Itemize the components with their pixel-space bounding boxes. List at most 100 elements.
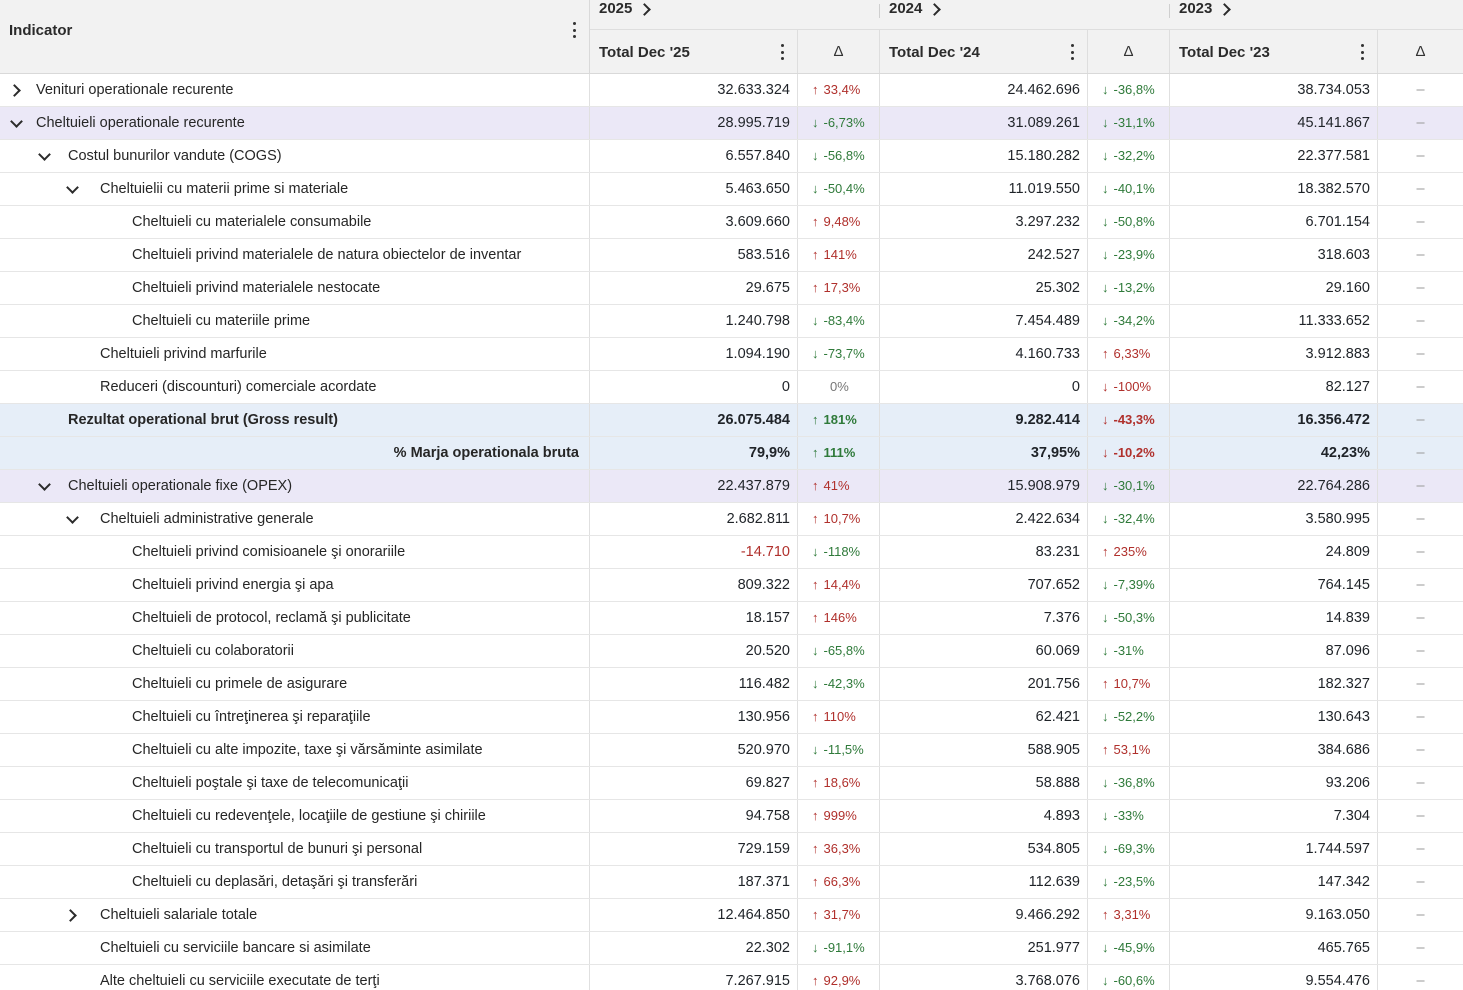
arrow-down-icon: ↓	[1102, 412, 1109, 427]
chevron-down-icon[interactable]	[36, 147, 52, 164]
table-row[interactable]: Costul bunurilor vandute (COGS) 6.557.840…	[0, 140, 1463, 173]
column-menu-icon[interactable]	[1355, 44, 1369, 60]
year-group-2023[interactable]: 2023	[1170, 0, 1463, 30]
indicator-column-menu-icon[interactable]	[567, 22, 581, 38]
indicator-label: Cheltuieli privind materialele de natura…	[132, 247, 522, 263]
table-row[interactable]: % Marja operationala bruta 79,9% ↑ 111% 37,9…	[0, 437, 1463, 470]
delta-value: ↑ 181%	[798, 404, 879, 436]
delta-text: 141%	[823, 247, 857, 262]
column-menu-icon[interactable]	[775, 44, 789, 60]
total-dec-23-header[interactable]: Total Dec '23	[1170, 30, 1378, 73]
chevron-right-icon[interactable]	[64, 907, 80, 923]
table-row[interactable]: Alte cheltuieli cu serviciile executate …	[0, 965, 1463, 990]
table-row[interactable]: Cheltuieli operationale fixe (OPEX) 22.43…	[0, 470, 1463, 503]
delta-value: ↓ -118%	[798, 536, 879, 568]
table-row[interactable]: Cheltuieli privind comisioanele şi onora…	[0, 536, 1463, 569]
total-dec-24-header[interactable]: Total Dec '24	[880, 30, 1088, 73]
delta-cell: ↓ -40,1%	[1088, 173, 1170, 205]
delta-text: 33,4%	[823, 82, 861, 97]
value-2023: 6.701.154	[1170, 206, 1378, 238]
table-row[interactable]: Cheltuieli cu materiile prime 1.240.798 ↓ -…	[0, 305, 1463, 338]
delta-cell: ↓ -32,2%	[1088, 140, 1170, 172]
arrow-up-icon: ↑	[812, 247, 819, 262]
delta-value: ↑ 146%	[798, 602, 879, 634]
value-2025: 69.827	[590, 767, 798, 799]
delta-value: ↓ -32,4%	[1088, 503, 1169, 535]
delta-cell: ↑ 10,7%	[798, 503, 880, 535]
delta-text: -91,1%	[823, 940, 865, 955]
table-row[interactable]: Cheltuieli cu colaboratorii 20.520 ↓ -65,8%…	[0, 635, 1463, 668]
year-group-2025[interactable]: 2025	[590, 0, 880, 30]
delta-24-header[interactable]: Δ	[1088, 30, 1170, 73]
value-2023: 42,23%	[1170, 437, 1378, 469]
delta-text: 110%	[823, 709, 856, 724]
delta-cell: ↓ -42,3%	[798, 668, 880, 700]
table-row[interactable]: Cheltuieli poştale şi taxe de telecomuni…	[0, 767, 1463, 800]
table-row[interactable]: Cheltuieli privind marfurile 1.094.190 ↓ -7…	[0, 338, 1463, 371]
table-row[interactable]: Cheltuieli cu deplasări, detaşări şi tra…	[0, 866, 1463, 899]
indicator-column-header[interactable]: Indicator	[0, 0, 590, 73]
chevron-right-icon[interactable]	[8, 82, 24, 98]
value-2024: 62.421	[880, 701, 1088, 733]
chevron-down-icon[interactable]	[36, 477, 52, 494]
delta-text: -23,5%	[1113, 874, 1155, 889]
total-dec-25-header[interactable]: Total Dec '25	[590, 30, 798, 73]
table-row[interactable]: Cheltuieli cu primele de asigurare 116.48…	[0, 668, 1463, 701]
chevron-down-icon[interactable]	[8, 114, 24, 131]
arrow-up-icon: ↑	[812, 214, 819, 229]
chevron-right-icon[interactable]	[928, 2, 942, 16]
table-row[interactable]: Cheltuieli salariale totale 12.464.850 ↑ 31…	[0, 899, 1463, 932]
year-group-2024[interactable]: 2024	[880, 0, 1170, 30]
table-row[interactable]: Cheltuieli cu întreţinerea şi reparaţiil…	[0, 701, 1463, 734]
table-row[interactable]: Cheltuieli cu materialele consumabile 3.6…	[0, 206, 1463, 239]
chevron-down-icon[interactable]	[64, 510, 80, 527]
column-menu-icon[interactable]	[1065, 44, 1079, 60]
indicator-cell: Cheltuieli administrative generale	[0, 503, 590, 535]
delta-cell: ↓ -30,1%	[1088, 470, 1170, 502]
delta-cell: ↓ -50,8%	[1088, 206, 1170, 238]
delta-cell: ↓ -31%	[1088, 635, 1170, 667]
value-2025: 0	[590, 371, 798, 403]
chevron-right-icon[interactable]	[1218, 2, 1232, 16]
delta-cell: ↑ 10,7%	[1088, 668, 1170, 700]
table-row[interactable]: Reduceri (discounturi) comerciale acorda…	[0, 371, 1463, 404]
delta-cell: ↓ -31,1%	[1088, 107, 1170, 139]
chevron-right-icon[interactable]	[638, 2, 652, 16]
value-2023: 11.333.652	[1170, 305, 1378, 337]
arrow-up-icon: ↑	[1102, 676, 1109, 691]
arrow-down-icon: ↓	[1102, 214, 1109, 229]
arrow-down-icon: ↓	[1102, 940, 1109, 955]
arrow-up-icon: ↑	[812, 973, 819, 988]
delta-23-header[interactable]: Δ	[1378, 30, 1463, 73]
table-row[interactable]: Rezultat operational brut (Gross result)…	[0, 404, 1463, 437]
delta-value: ↓ -31%	[1088, 635, 1169, 667]
table-row[interactable]: Venituri operationale recurente 32.633.32…	[0, 74, 1463, 107]
arrow-up-icon: ↑	[812, 610, 819, 625]
table-row[interactable]: Cheltuieli privind materialele nestocate…	[0, 272, 1463, 305]
table-row[interactable]: Cheltuieli de protocol, reclamă şi publi…	[0, 602, 1463, 635]
value-2023: 764.145	[1170, 569, 1378, 601]
table-row[interactable]: Cheltuieli privind energia şi apa 809.322…	[0, 569, 1463, 602]
table-row[interactable]: Cheltuieli cu transportul de bunuri şi p…	[0, 833, 1463, 866]
value-2024: 588.905	[880, 734, 1088, 766]
delta-text: 9,48%	[823, 214, 861, 229]
indicator-label: Cheltuieli operationale recurente	[36, 115, 245, 131]
delta-value: ↓ -42,3%	[798, 668, 879, 700]
delta-cell: ↓ -34,2%	[1088, 305, 1170, 337]
delta-2023: –	[1378, 800, 1463, 832]
delta-25-header[interactable]: Δ	[798, 30, 880, 73]
delta-cell: ↑ 14,4%	[798, 569, 880, 601]
column-label: Total Dec '23	[1179, 44, 1270, 61]
table-row[interactable]: Cheltuieli administrative generale 2.682.…	[0, 503, 1463, 536]
table-row[interactable]: Cheltuieli cu alte impozite, taxe şi văr…	[0, 734, 1463, 767]
table-row[interactable]: Cheltuieli privind materialele de natura…	[0, 239, 1463, 272]
table-row[interactable]: Cheltuieli operationale recurente 28.995.…	[0, 107, 1463, 140]
arrow-up-icon: ↑	[1102, 346, 1109, 361]
table-row[interactable]: Cheltuielii cu materii prime si material…	[0, 173, 1463, 206]
delta-2023: –	[1378, 932, 1463, 964]
chevron-down-icon[interactable]	[64, 180, 80, 197]
delta-cell: ↓ -7,39%	[1088, 569, 1170, 601]
table-row[interactable]: Cheltuieli cu serviciile bancare si asim…	[0, 932, 1463, 965]
value-2024: 3.297.232	[880, 206, 1088, 238]
table-row[interactable]: Cheltuieli cu redevenţele, locaţiile de …	[0, 800, 1463, 833]
